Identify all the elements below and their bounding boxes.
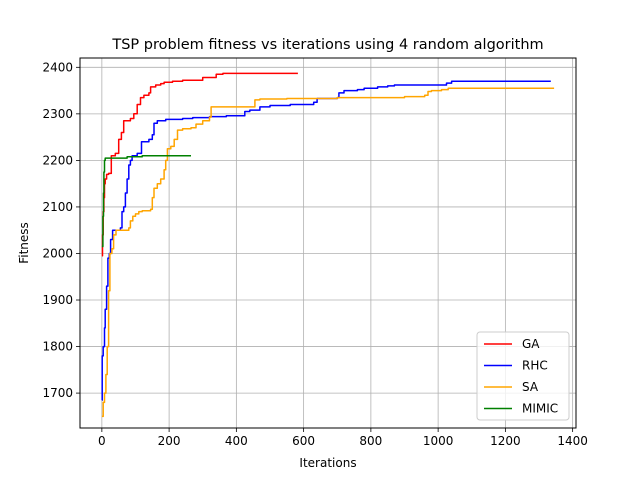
legend-label-rhc: RHC — [522, 359, 548, 373]
x-tick-label: 1200 — [490, 434, 521, 448]
x-tick-label: 1400 — [557, 434, 588, 448]
chart-title: TSP problem fitness vs iterations using … — [111, 37, 543, 53]
x-tick-label: 0 — [98, 434, 106, 448]
legend: GA RHC SA MIMIC — [476, 331, 570, 421]
legend-label-sa: SA — [522, 380, 539, 394]
y-tick-label: 1900 — [42, 293, 73, 307]
legend-label-ga: GA — [522, 337, 540, 351]
x-axis-title: Iterations — [299, 456, 356, 470]
series-line-sa — [101, 87, 555, 418]
series-line-mimic — [101, 154, 191, 248]
legend-box — [476, 331, 570, 421]
plot-frame — [79, 57, 577, 429]
x-tick-label: 1000 — [423, 434, 454, 448]
y-tick-label: 2300 — [42, 107, 73, 121]
y-tick-label: 1700 — [42, 386, 73, 400]
legend-label-mimic: MIMIC — [522, 402, 558, 416]
y-tick-label: 2100 — [42, 200, 73, 214]
x-ticks: 0 200 400 600 800 1000 1200 1400 — [98, 428, 588, 448]
x-tick-label: 800 — [359, 434, 382, 448]
y-axis-title: Fitness — [17, 222, 31, 264]
y-ticks: 1700 1800 1900 2000 2100 2200 2300 2400 — [42, 60, 80, 400]
x-tick-label: 400 — [225, 434, 248, 448]
y-tick-label: 1800 — [42, 340, 73, 354]
y-tick-label: 2400 — [42, 60, 73, 74]
y-tick-label: 2200 — [42, 153, 73, 167]
series-line-ga — [101, 72, 298, 257]
y-tick-label: 2000 — [42, 246, 73, 260]
series-lines — [101, 72, 555, 418]
x-tick-label: 600 — [292, 434, 315, 448]
x-tick-label: 200 — [158, 434, 181, 448]
series-line-rhc — [101, 80, 551, 401]
